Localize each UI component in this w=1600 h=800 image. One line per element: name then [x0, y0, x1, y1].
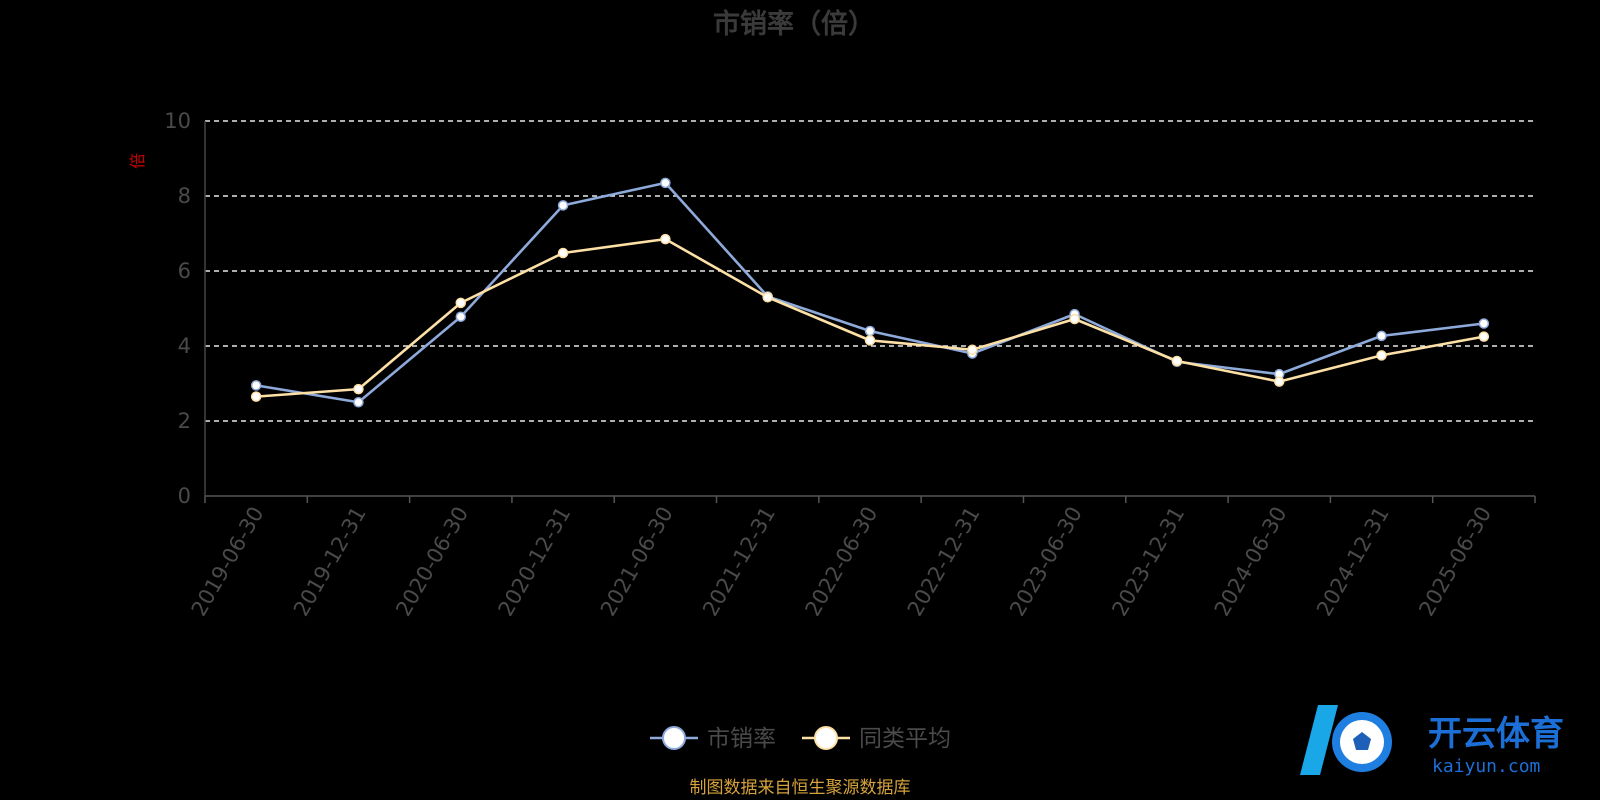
data-point[interactable]	[1171, 355, 1183, 367]
source-note: 制图数据来自恒生聚源数据库	[690, 778, 911, 798]
y-axis-label: 倍	[128, 153, 147, 169]
watermark-logo: 开云体育 kaiyun.com	[1300, 705, 1564, 777]
data-point[interactable]	[967, 344, 978, 355]
data-point[interactable]	[455, 311, 467, 322]
data-point[interactable]	[1376, 350, 1387, 361]
y-tick-label: 2	[178, 409, 191, 433]
data-point[interactable]	[864, 335, 876, 346]
data-point[interactable]	[455, 297, 467, 309]
data-point[interactable]	[864, 325, 876, 337]
series-line	[255, 181, 1485, 404]
y-tick-label: 0	[178, 484, 191, 508]
data-point[interactable]	[1478, 318, 1490, 329]
x-tick-label: 2024-12-31	[1312, 503, 1394, 621]
data-point[interactable]	[1069, 313, 1080, 325]
series-1	[250, 177, 1490, 408]
data-point[interactable]	[353, 383, 364, 395]
y-tick-label: 10	[164, 109, 191, 133]
data-point[interactable]	[250, 380, 262, 391]
x-tick-label: 2023-06-30	[1005, 503, 1087, 621]
series-2	[250, 233, 1490, 402]
ball-pentagon	[1353, 732, 1371, 750]
x-tick-label: 2020-06-30	[391, 503, 473, 621]
data-point[interactable]	[250, 391, 262, 402]
logo-k-stroke	[1300, 705, 1338, 775]
data-point[interactable]	[1478, 331, 1490, 342]
x-tick-label: 2022-12-31	[903, 502, 985, 620]
x-tick-label: 2021-12-31	[698, 503, 780, 621]
y-tick-label: 8	[178, 184, 191, 208]
data-point[interactable]	[557, 247, 569, 259]
data-point[interactable]	[660, 233, 671, 245]
legend-item[interactable]: 市销率	[650, 726, 776, 752]
watermark-brand: 开云体育	[1428, 714, 1564, 754]
x-tick-label: 2019-12-31	[289, 503, 371, 621]
y-tick-label: 4	[178, 334, 191, 358]
watermark-domain: kaiyun.com	[1432, 756, 1540, 777]
data-point[interactable]	[1273, 376, 1285, 387]
data-point[interactable]	[660, 177, 671, 189]
data-point[interactable]	[1376, 330, 1387, 342]
legend[interactable]: 市销率 同类平均	[650, 726, 951, 752]
x-tick-label: 2021-06-30	[596, 503, 678, 621]
grid-lines	[205, 120, 1535, 422]
x-tick-label: 2019-06-30	[187, 503, 269, 621]
legend-label: 同类平均	[859, 726, 951, 752]
legend-marker	[814, 726, 838, 750]
data-point[interactable]	[353, 397, 364, 408]
data-point[interactable]	[762, 292, 773, 303]
x-tick-label: 2023-12-31	[1107, 503, 1189, 621]
y-tick-label: 6	[178, 259, 191, 283]
x-tick-label: 2024-06-30	[1210, 503, 1292, 621]
chart-title: 市销率（倍）	[713, 8, 875, 40]
legend-label: 市销率	[707, 726, 776, 752]
series-lines	[250, 177, 1490, 408]
x-tick-label: 2025-06-30	[1414, 503, 1496, 621]
axes: 0 2 4 6 8 10 2019-06-30 2019-12-31 2020-06-30 202…	[164, 109, 1536, 621]
data-point[interactable]	[557, 200, 569, 211]
series-line	[256, 237, 1485, 398]
x-tick-label: 2020-12-31	[494, 503, 576, 621]
legend-item[interactable]: 同类平均	[802, 726, 951, 752]
legend-marker	[662, 726, 686, 750]
x-tick-label: 2022-06-30	[801, 503, 883, 621]
